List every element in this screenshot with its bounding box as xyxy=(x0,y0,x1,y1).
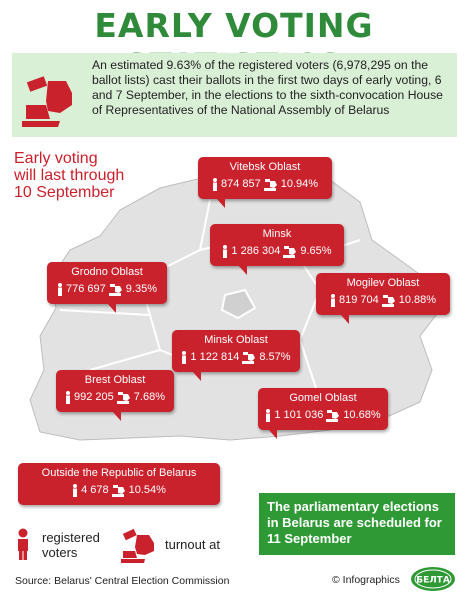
region-turnout: 10.88% xyxy=(398,294,437,306)
person-icon xyxy=(66,390,71,404)
region-voters: 1 101 036 xyxy=(274,409,324,421)
intro-panel: An estimated 9.63% of the registered vot… xyxy=(12,53,457,137)
region-name: Vitebsk Oblast xyxy=(229,161,301,173)
person-icon xyxy=(18,528,28,560)
infographics-credit: © Infographics xyxy=(332,574,400,586)
callout-gomel: Gomel Oblast 1 101 036 10.68% xyxy=(258,388,388,439)
election-date-note: The parliamentary elections in Belarus a… xyxy=(259,493,455,555)
legend-registered-line-1: registered xyxy=(42,530,100,545)
early-line-1: Early voting xyxy=(14,150,98,167)
region-voters: 992 205 xyxy=(74,391,114,403)
source-note: Source: Belarus' Central Election Commis… xyxy=(15,575,230,587)
callout-grodno: Grodno Oblast 776 697 9.35% xyxy=(47,262,167,313)
ballot-hand-icon xyxy=(242,351,256,364)
ballot-hand-icon xyxy=(283,245,297,258)
ballot-hand-icon xyxy=(381,294,395,307)
belta-logo: БЕЛТА xyxy=(411,567,455,591)
region-name: Minsk xyxy=(262,228,292,240)
callout-mogilev: Mogilev Oblast 819 704 10.88% xyxy=(316,273,450,324)
legend-turnout: turnout at xyxy=(165,537,220,552)
region-voters: 874 857 xyxy=(220,178,261,190)
ballot-hand-icon xyxy=(326,409,340,422)
region-turnout: 9.65% xyxy=(300,245,332,257)
region-turnout: 10.94% xyxy=(280,178,319,190)
region-name: Mogilev Oblast xyxy=(346,277,420,289)
callout-brest: Brest Oblast 992 205 7.68% xyxy=(56,370,174,421)
region-turnout: 7.68% xyxy=(133,391,165,403)
region-name: Minsk Oblast xyxy=(204,334,268,346)
svg-text:БЕЛТА: БЕЛТА xyxy=(416,576,450,586)
person-icon xyxy=(58,282,63,296)
person-icon xyxy=(73,483,78,497)
callout-vitebsk: Vitebsk Oblast 874 857 10.94% xyxy=(198,157,332,208)
ballot-hand-icon xyxy=(263,178,277,191)
person-icon xyxy=(212,177,217,191)
region-name: Gomel Oblast xyxy=(289,392,357,404)
ballot-hand-icon xyxy=(111,484,125,497)
region-turnout: 10.54% xyxy=(128,484,166,496)
intro-text: An estimated 9.63% of the registered vot… xyxy=(92,58,443,117)
callout-abroad: Outside the Republic of Belarus 4 678 10… xyxy=(18,463,220,505)
early-line-2: will last through xyxy=(14,167,125,184)
region-name: Brest Oblast xyxy=(84,374,146,386)
legend-registered-line-2: voters xyxy=(42,545,78,560)
person-icon xyxy=(330,293,335,307)
region-voters: 776 697 xyxy=(66,283,106,295)
ballot-hand-icon xyxy=(116,391,130,404)
region-turnout: 9.35% xyxy=(125,283,157,295)
region-voters: 1 286 304 xyxy=(231,245,281,257)
callout-minsk: Minsk 1 286 304 9.65% xyxy=(210,224,344,275)
person-icon xyxy=(266,408,271,422)
callout-minsk-oblast: Minsk Oblast 1 122 814 8.57% xyxy=(172,330,300,381)
ballot-hand-icon xyxy=(108,283,122,296)
region-turnout: 10.68% xyxy=(343,409,381,421)
person-icon xyxy=(223,244,228,258)
region-voters: 4 678 xyxy=(81,484,109,496)
region-name: Outside the Republic of Belarus xyxy=(41,467,197,479)
region-name: Grodno Oblast xyxy=(71,266,143,278)
legend-registered: registered voters xyxy=(42,530,112,560)
ballot-hand-icon xyxy=(22,76,72,127)
region-voters: 1 122 814 xyxy=(190,351,240,363)
region-voters: 819 704 xyxy=(338,294,379,306)
early-voting-note: Early voting will last through 10 Septem… xyxy=(14,150,144,201)
early-line-3: 10 September xyxy=(14,184,115,201)
ballot-hand-icon xyxy=(121,528,154,563)
person-icon xyxy=(182,350,187,364)
region-turnout: 8.57% xyxy=(259,351,291,363)
